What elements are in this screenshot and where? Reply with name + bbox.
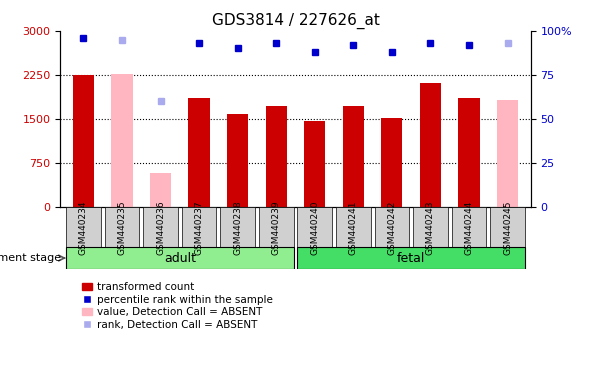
Text: adult: adult <box>164 252 196 265</box>
Bar <box>265 106 287 207</box>
Text: GSM440238: GSM440238 <box>233 200 242 255</box>
Text: GSM440242: GSM440242 <box>387 200 396 255</box>
Bar <box>297 207 332 247</box>
Bar <box>182 207 216 247</box>
Text: fetal: fetal <box>397 252 425 265</box>
Text: development stage: development stage <box>0 253 61 263</box>
Bar <box>420 83 441 207</box>
Bar <box>381 118 402 207</box>
Bar <box>112 74 133 207</box>
Bar <box>458 98 479 207</box>
Text: GSM440243: GSM440243 <box>426 200 435 255</box>
Bar <box>490 207 525 247</box>
Text: GSM440244: GSM440244 <box>464 200 473 255</box>
Bar <box>150 173 171 207</box>
Title: GDS3814 / 227626_at: GDS3814 / 227626_at <box>212 13 379 29</box>
Bar <box>297 247 525 269</box>
Text: GSM440234: GSM440234 <box>79 200 88 255</box>
Bar <box>304 121 326 207</box>
Text: GSM440237: GSM440237 <box>195 200 204 255</box>
Bar <box>143 207 178 247</box>
Bar <box>343 106 364 207</box>
Text: GSM440241: GSM440241 <box>349 200 358 255</box>
Bar <box>227 114 248 207</box>
Legend: transformed count, percentile rank within the sample, value, Detection Call = AB: transformed count, percentile rank withi… <box>78 278 277 334</box>
Bar <box>66 207 101 247</box>
Text: GSM440235: GSM440235 <box>118 200 127 255</box>
Bar <box>189 98 210 207</box>
Bar <box>497 100 518 207</box>
Bar <box>66 247 294 269</box>
Text: GSM440236: GSM440236 <box>156 200 165 255</box>
Bar <box>220 207 255 247</box>
Bar <box>336 207 371 247</box>
Text: GSM440239: GSM440239 <box>272 200 280 255</box>
Text: GSM440240: GSM440240 <box>311 200 319 255</box>
Bar <box>73 75 94 207</box>
Bar <box>374 207 409 247</box>
Bar <box>413 207 448 247</box>
Text: GSM440245: GSM440245 <box>503 200 512 255</box>
Bar <box>259 207 294 247</box>
Bar <box>105 207 139 247</box>
Bar <box>452 207 486 247</box>
